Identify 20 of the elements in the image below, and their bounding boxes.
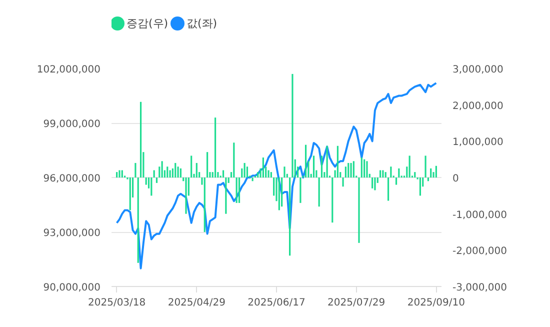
y2-tick-label: -3,000,000 (452, 282, 508, 294)
legend-label: 증감(우) (126, 17, 168, 30)
y-tick-label: 93,000,000 (43, 228, 101, 239)
y2-tick-label: 2,000,000 (452, 100, 504, 112)
line-series (116, 82, 438, 270)
y2-tick-label: -2,000,000 (452, 246, 508, 258)
legend-label: 값(좌) (186, 17, 218, 30)
x-tick-label: 2025/04/29 (168, 298, 226, 308)
x-tick-label: 2025/03/18 (88, 298, 146, 308)
y2-tick-label: 0 (452, 174, 459, 184)
y2-tick-label: -1,000,000 (452, 210, 508, 221)
x-tick-label: 2025/06/17 (248, 298, 306, 308)
y-tick-label: 99,000,000 (43, 119, 101, 130)
x-tick-label: 2025/09/10 (407, 298, 465, 308)
y-tick-label: 102,000,000 (36, 64, 101, 76)
x-tick-label: 2025/07/29 (328, 298, 386, 308)
y-tick-label: 96,000,000 (43, 174, 101, 184)
y-tick-label: 90,000,000 (43, 282, 101, 294)
y2-tick-label: 3,000,000 (452, 64, 504, 76)
y2-tick-label: 1,000,000 (452, 137, 504, 148)
